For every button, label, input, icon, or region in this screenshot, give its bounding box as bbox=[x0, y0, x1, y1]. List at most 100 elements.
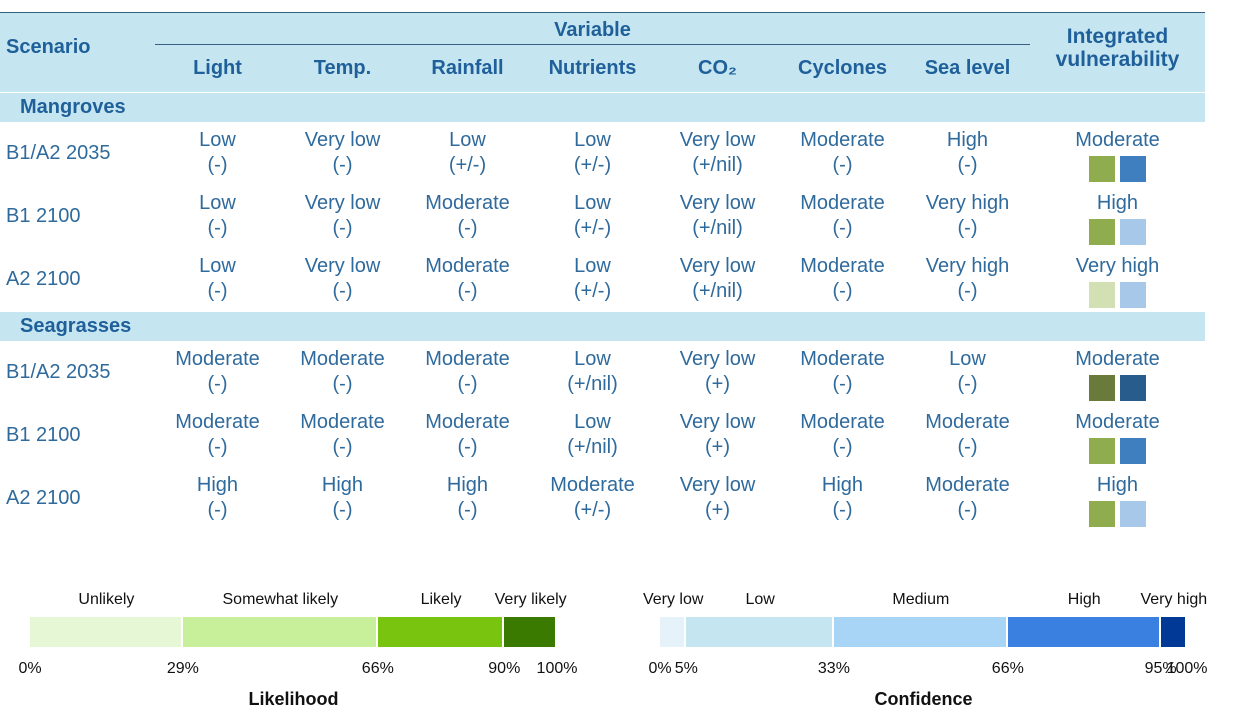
cell-sign: (-) bbox=[207, 373, 228, 395]
cell-level: Very low bbox=[679, 411, 756, 433]
cell-sign: (-) bbox=[207, 499, 228, 521]
legend-category: Unlikely bbox=[78, 591, 135, 608]
likelihood-swatch bbox=[1088, 501, 1115, 527]
legend-tick: 29% bbox=[166, 660, 199, 677]
cell-level: Very high bbox=[925, 255, 1010, 277]
cell-sign: (-) bbox=[332, 436, 353, 458]
legend-title: Confidence bbox=[874, 689, 973, 709]
cell-sign: (+) bbox=[705, 499, 730, 521]
cell-level: High bbox=[196, 474, 239, 496]
legend-segment bbox=[377, 617, 505, 647]
cell-level: Moderate bbox=[175, 411, 260, 433]
cell-sign: (-) bbox=[457, 436, 478, 458]
legend-segment bbox=[686, 617, 834, 647]
cell-level: Moderate bbox=[800, 255, 885, 277]
cell-sign: (+/nil) bbox=[567, 373, 618, 395]
cell-level: Moderate bbox=[550, 474, 635, 496]
legend-title: Likelihood bbox=[248, 689, 339, 709]
cell-level: Low bbox=[574, 255, 611, 277]
cell-sign: (-) bbox=[207, 280, 228, 302]
likelihood-swatch bbox=[1088, 375, 1115, 401]
row-scenario: B1/A2 2035 bbox=[6, 142, 111, 164]
legend-tick: 66% bbox=[361, 660, 394, 677]
cell-level: Moderate bbox=[800, 129, 885, 151]
header-band bbox=[0, 12, 1205, 92]
header-column: Sea level bbox=[924, 57, 1011, 79]
cell-level: Low bbox=[574, 192, 611, 214]
cell-level: Moderate bbox=[425, 192, 510, 214]
confidence-swatch bbox=[1119, 156, 1146, 182]
cell-sign: (-) bbox=[457, 217, 478, 239]
legend-category: Very likely bbox=[494, 591, 567, 608]
legend-category: Very low bbox=[642, 591, 704, 608]
cell-sign: (-) bbox=[207, 154, 228, 176]
cell-level: Moderate bbox=[300, 411, 385, 433]
vulnerability: Moderate bbox=[1075, 411, 1160, 433]
cell-level: Moderate bbox=[300, 348, 385, 370]
cell-level: Moderate bbox=[425, 255, 510, 277]
legend-tick: 100% bbox=[1166, 660, 1208, 677]
cell-sign: (+/nil) bbox=[692, 217, 743, 239]
likelihood-swatch bbox=[1088, 438, 1115, 464]
cell-level: Moderate bbox=[800, 192, 885, 214]
cell-sign: (-) bbox=[957, 154, 978, 176]
section-band bbox=[0, 311, 1205, 341]
cell-level: Moderate bbox=[425, 411, 510, 433]
cell-sign: (-) bbox=[957, 436, 978, 458]
header-scenario: Scenario bbox=[6, 36, 91, 58]
cell-sign: (-) bbox=[832, 373, 853, 395]
cell-sign: (+/nil) bbox=[567, 436, 618, 458]
cell-sign: (-) bbox=[207, 436, 228, 458]
cell-level: Very low bbox=[304, 192, 381, 214]
vulnerability: High bbox=[1096, 474, 1139, 496]
likelihood-swatch bbox=[1088, 156, 1115, 182]
legend-category: Somewhat likely bbox=[222, 591, 339, 608]
cell-sign: (-) bbox=[332, 154, 353, 176]
header-variable: Variable bbox=[554, 19, 631, 41]
legend-tick: 100% bbox=[536, 660, 578, 677]
cell-sign: (+/-) bbox=[573, 280, 612, 302]
cell-level: Moderate bbox=[800, 411, 885, 433]
cell-sign: (+/-) bbox=[573, 154, 612, 176]
cell-level: Very low bbox=[679, 348, 756, 370]
cell-sign: (-) bbox=[457, 280, 478, 302]
legend-segment bbox=[833, 617, 1008, 647]
cell-sign: (-) bbox=[832, 499, 853, 521]
legend-category: Very high bbox=[1140, 591, 1208, 608]
likelihood-swatch bbox=[1088, 219, 1115, 245]
legend-tick: 95% bbox=[1144, 660, 1177, 677]
confidence-swatch bbox=[1119, 438, 1146, 464]
row-scenario: A2 2100 bbox=[6, 487, 81, 509]
cell-level: Low bbox=[949, 348, 986, 370]
cell-level: Low bbox=[199, 129, 236, 151]
header-column: CO₂ bbox=[698, 57, 737, 79]
row-scenario: B1 2100 bbox=[6, 205, 81, 227]
legend-category: Low bbox=[745, 591, 775, 608]
cell-sign: (-) bbox=[332, 280, 353, 302]
legend-tick: 0% bbox=[18, 660, 42, 677]
row-scenario: B1/A2 2035 bbox=[6, 361, 111, 383]
cell-level: Low bbox=[199, 255, 236, 277]
section-band bbox=[0, 92, 1205, 122]
cell-level: High bbox=[446, 474, 489, 496]
cell-level: Moderate bbox=[800, 348, 885, 370]
legend-tick: 33% bbox=[817, 660, 850, 677]
cell-level: Very high bbox=[925, 192, 1010, 214]
vulnerability: Moderate bbox=[1075, 348, 1160, 370]
cell-level: Moderate bbox=[425, 348, 510, 370]
header-integrated: Integrated vulnerability bbox=[1055, 25, 1180, 71]
legend-tick: 5% bbox=[674, 660, 698, 677]
cell-level: Low bbox=[574, 348, 611, 370]
section-name: Mangroves bbox=[20, 96, 126, 118]
legend-category: Medium bbox=[892, 591, 950, 608]
row-scenario: A2 2100 bbox=[6, 268, 81, 290]
legend-segment bbox=[1007, 617, 1161, 647]
cell-level: Very low bbox=[304, 129, 381, 151]
cell-sign: (-) bbox=[957, 280, 978, 302]
header-column: Cyclones bbox=[798, 57, 887, 79]
cell-level: Very low bbox=[679, 255, 756, 277]
confidence-swatch bbox=[1119, 219, 1146, 245]
cell-sign: (-) bbox=[832, 217, 853, 239]
cell-level: High bbox=[946, 129, 989, 151]
header-column: Temp. bbox=[313, 57, 372, 79]
